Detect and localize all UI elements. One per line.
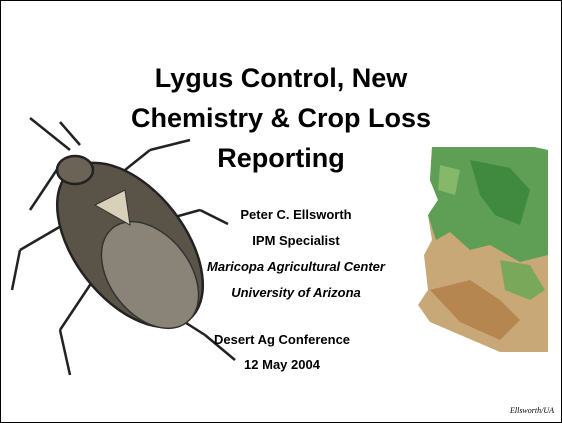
- center: Maricopa Agricultural Center: [207, 259, 386, 274]
- date: 12 May 2004: [244, 357, 321, 372]
- title-line: Lygus Control, New: [155, 63, 409, 93]
- arizona-map: [418, 147, 548, 352]
- role: IPM Specialist: [252, 233, 340, 248]
- title-line: Chemistry & Crop Loss: [131, 103, 431, 133]
- university: University of Arizona: [231, 285, 361, 300]
- footer: Ellsworth/UA: [509, 406, 554, 415]
- event: Desert Ag Conference: [214, 332, 350, 347]
- lygus-bug: [10, 117, 236, 376]
- presenter: Peter C. Ellsworth: [240, 207, 351, 222]
- title-line: Reporting: [217, 143, 345, 173]
